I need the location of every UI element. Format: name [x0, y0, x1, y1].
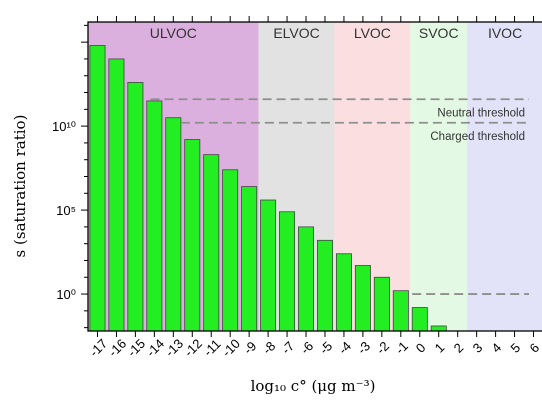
- bar--12: [184, 139, 201, 332]
- y-tick-label: 10¹⁰: [52, 119, 76, 134]
- bar--16: [108, 58, 125, 332]
- bar-1: [430, 325, 447, 332]
- x-tick-label: 3: [470, 340, 486, 356]
- bars: [89, 45, 447, 332]
- bar--1: [392, 290, 409, 332]
- band-label-ulvoc: ULVOC: [150, 25, 197, 41]
- bar-0: [411, 307, 428, 332]
- band-label-elvoc: ELVOC: [273, 25, 319, 41]
- bar--17: [89, 45, 106, 332]
- y-tick-label: 10⁵: [56, 203, 76, 218]
- bar--13: [165, 117, 182, 332]
- bar--11: [203, 154, 220, 332]
- x-tick-label: 6: [526, 340, 542, 356]
- volatility-bands: [88, 22, 542, 331]
- band-ivoc: [467, 22, 542, 331]
- bar--3: [354, 265, 371, 332]
- bar--6: [298, 226, 315, 332]
- x-tick-label: -5: [316, 338, 335, 357]
- x-tick-label: 2: [451, 340, 467, 356]
- axis-ticks: [81, 16, 535, 337]
- x-tick-label: -6: [297, 338, 316, 357]
- bar--8: [260, 199, 277, 332]
- bar--4: [335, 253, 352, 332]
- x-tick-label: 4: [489, 340, 505, 356]
- bar--2: [373, 276, 390, 332]
- x-tick-label: -8: [260, 338, 279, 357]
- x-tick-label: -9: [241, 338, 260, 357]
- band-label-lvoc: LVOC: [354, 25, 391, 41]
- x-axis-title: log₁₀ c° (μg m⁻³): [251, 377, 376, 395]
- bar--10: [222, 169, 239, 332]
- x-tick-label: -3: [354, 338, 373, 357]
- band-svoc: [410, 22, 468, 331]
- volatility-class-labels: ULVOC ELVOC LVOC SVOC IVOC: [150, 25, 522, 41]
- bar--7: [279, 211, 296, 332]
- threshold-lines: [150, 98, 529, 295]
- y-tick-labels: 10⁰ 10⁵ 10¹⁰: [52, 119, 76, 302]
- x-tick-label: 5: [508, 340, 524, 356]
- band-label-ivoc: IVOC: [488, 25, 522, 41]
- bar--14: [146, 100, 163, 332]
- band-label-svoc: SVOC: [419, 25, 459, 41]
- x-tick-label: -7: [278, 338, 297, 357]
- threshold-labels: Neutral threshold Charged threshold: [430, 107, 525, 143]
- y-tick-label: 10⁰: [56, 287, 76, 302]
- threshold-label-2: Charged threshold: [430, 131, 525, 143]
- bar--15: [127, 82, 144, 332]
- x-tick-label: -4: [335, 338, 354, 357]
- x-tick-labels: -17-16-15-14-13-12-11-10-9 -8 -7 -6 -5 -4 -3 -2…: [86, 336, 542, 360]
- y-axis-title: s (saturation ratio): [11, 115, 29, 258]
- x-tick-label: 1: [432, 340, 448, 356]
- bar--9: [241, 186, 258, 332]
- x-tick-label: -10: [219, 336, 243, 360]
- x-tick-label: 0: [413, 340, 429, 356]
- x-tick-label: -1: [392, 338, 411, 357]
- bar--5: [316, 239, 333, 332]
- threshold-label-1: Neutral threshold: [437, 107, 525, 119]
- x-tick-label: -2: [373, 338, 392, 357]
